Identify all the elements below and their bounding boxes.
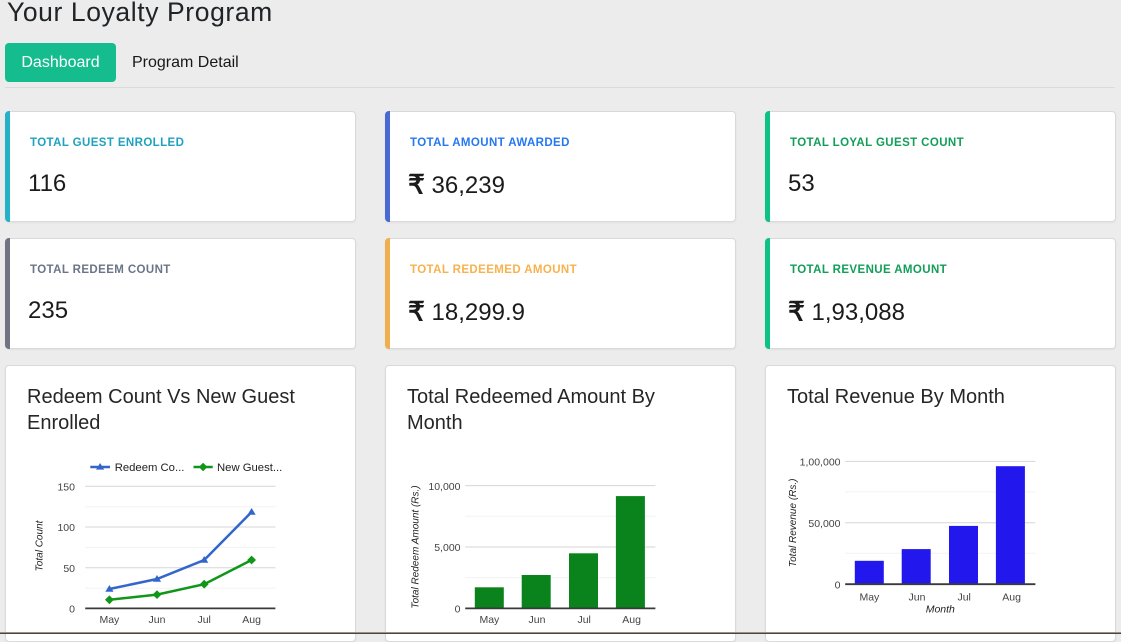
svg-text:150: 150 [57,482,75,494]
svg-text:Jun: Jun [149,614,166,626]
svg-text:Jun: Jun [909,591,926,603]
svg-text:5,000: 5,000 [434,542,460,554]
svg-text:May: May [479,614,500,626]
svg-text:May: May [99,614,120,626]
svg-text:0: 0 [455,604,461,616]
svg-text:Aug: Aug [242,614,261,626]
svg-text:0: 0 [69,604,75,616]
svg-text:Jul: Jul [957,591,970,603]
svg-text:Total Redeem Amount (Rs.): Total Redeem Amount (Rs.) [411,485,422,608]
svg-text:0: 0 [835,579,841,591]
svg-text:10,000: 10,000 [428,481,460,493]
svg-text:New Guest...: New Guest... [217,462,282,474]
svg-text:Jun: Jun [529,614,546,626]
svg-text:Aug: Aug [1002,591,1021,603]
svg-text:Jul: Jul [197,614,210,626]
svg-text:Aug: Aug [622,614,641,626]
svg-text:50,000: 50,000 [808,518,840,530]
svg-text:1,00,000: 1,00,000 [800,457,841,469]
svg-text:Jul: Jul [577,614,590,626]
svg-text:Total Revenue (Rs.): Total Revenue (Rs.) [788,479,799,568]
svg-text:50: 50 [63,563,75,575]
svg-text:100: 100 [57,522,75,534]
svg-text:Total Count: Total Count [35,519,46,571]
svg-text:Month: Month [926,604,955,616]
svg-text:Redeem Co...: Redeem Co... [115,462,185,474]
svg-text:May: May [859,591,880,603]
